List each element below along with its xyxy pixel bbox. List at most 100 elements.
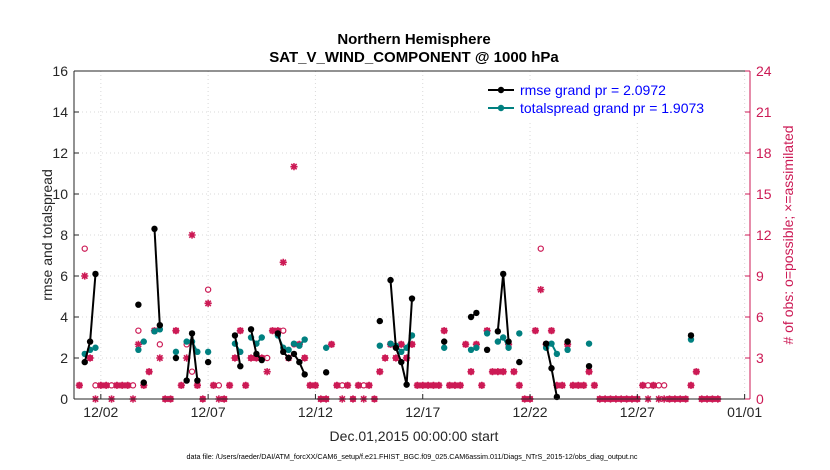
rmse-point bbox=[376, 317, 384, 325]
rmse-point bbox=[172, 354, 180, 362]
obs-possible-marker bbox=[81, 245, 88, 252]
obs-assimilated-marker bbox=[451, 381, 459, 389]
obs-assimilated-marker bbox=[279, 258, 287, 266]
obs-assimilated-marker bbox=[183, 354, 191, 362]
obs-assimilated-marker bbox=[102, 381, 110, 389]
rmse-point bbox=[408, 295, 416, 302]
x-tick-label: 12/22 bbox=[513, 404, 548, 420]
rmse-point bbox=[156, 322, 164, 329]
obs-assimilated-marker bbox=[311, 381, 320, 389]
rmse-point bbox=[140, 379, 147, 386]
obs-possible-marker bbox=[660, 382, 668, 389]
y-tick-label-left: 0 bbox=[60, 391, 68, 407]
y-tick-label-left: 10 bbox=[52, 186, 68, 202]
obs-assimilated-marker bbox=[97, 381, 105, 389]
totalspread-point bbox=[290, 340, 298, 347]
rmse-point bbox=[81, 358, 88, 366]
totalspread-point bbox=[296, 342, 303, 349]
y-tick-label-right: 15 bbox=[756, 186, 772, 202]
rmse-point bbox=[473, 309, 480, 317]
x-tick-label: 12/07 bbox=[191, 404, 226, 420]
totalspread-point bbox=[398, 348, 405, 356]
rmse-point bbox=[687, 332, 695, 339]
totalspread-point bbox=[151, 328, 158, 335]
obs-assimilated-marker bbox=[231, 354, 239, 362]
obs-assimilated-marker bbox=[456, 381, 464, 389]
y-tick-label-left: 2 bbox=[60, 350, 68, 366]
y-tick-label-left: 12 bbox=[52, 145, 68, 161]
obs-assimilated-marker bbox=[424, 381, 432, 389]
rmse-point bbox=[440, 338, 448, 345]
rmse-point bbox=[253, 350, 260, 358]
obs-assimilated-marker bbox=[462, 340, 470, 348]
obs-possible-marker bbox=[188, 368, 196, 375]
obs-assimilated-marker bbox=[397, 340, 405, 348]
y-tick-label-right: 21 bbox=[756, 104, 772, 120]
totalspread-point bbox=[258, 334, 265, 341]
obs-assimilated-marker bbox=[580, 381, 588, 389]
obs-assimilated-marker bbox=[354, 381, 362, 389]
obs-assimilated-marker bbox=[376, 368, 384, 376]
totalspread-point bbox=[440, 344, 448, 351]
obs-assimilated-marker bbox=[510, 368, 518, 376]
obs-assimilated-marker bbox=[81, 272, 89, 280]
obs-possible-marker bbox=[135, 327, 142, 334]
rmse-point bbox=[247, 326, 255, 333]
obs-assimilated-marker bbox=[118, 381, 126, 389]
totalspread-point bbox=[387, 340, 394, 347]
y-axis-left-label: rmse and totalspread bbox=[39, 169, 55, 301]
obs-assimilated-marker bbox=[327, 340, 336, 348]
x-tick-label: 01/01 bbox=[727, 404, 762, 420]
totalspread-point bbox=[194, 348, 201, 356]
obs-assimilated-marker bbox=[413, 381, 421, 389]
totalspread-point bbox=[172, 348, 180, 356]
obs-assimilated-marker bbox=[392, 354, 400, 362]
y-tick-label-right: 9 bbox=[756, 268, 764, 284]
y-tick-label-right: 24 bbox=[756, 63, 772, 79]
obs-assimilated-marker bbox=[531, 327, 539, 335]
totalspread-point bbox=[483, 330, 491, 337]
obs-assimilated-marker bbox=[172, 327, 180, 335]
obs-assimilated-marker bbox=[494, 368, 502, 376]
obs-assimilated-marker bbox=[365, 381, 373, 389]
rmse-point bbox=[542, 340, 550, 347]
obs-assimilated-marker bbox=[639, 381, 647, 389]
obs-possible-marker bbox=[156, 341, 164, 348]
obs-assimilated-marker bbox=[252, 354, 261, 362]
rmse-point bbox=[183, 377, 190, 384]
rmse-point bbox=[398, 358, 405, 366]
obs-assimilated-marker bbox=[247, 354, 255, 362]
legend: rmse grand pr = 2.0972 totalspread grand… bbox=[482, 80, 744, 120]
obs-assimilated-marker bbox=[467, 368, 475, 376]
rmse-point bbox=[403, 381, 410, 388]
totalspread-point bbox=[376, 342, 384, 349]
totalspread-point bbox=[516, 330, 523, 337]
x-tick-label: 12/17 bbox=[405, 404, 440, 420]
obs-assimilated-marker bbox=[86, 354, 94, 362]
totalspread-point bbox=[285, 346, 292, 353]
obs-assimilated-marker bbox=[515, 381, 523, 389]
rmse-point bbox=[204, 358, 212, 366]
totalspread-point bbox=[301, 336, 308, 343]
obs-assimilated-marker bbox=[156, 354, 164, 362]
y-tick-label-right: 18 bbox=[756, 145, 772, 161]
obs-assimilated-marker bbox=[204, 299, 212, 307]
obs-assimilated-marker bbox=[113, 381, 121, 389]
obs-assimilated-marker bbox=[263, 368, 271, 376]
rmse-point bbox=[500, 270, 507, 278]
rmse-point bbox=[280, 348, 287, 356]
totalspread-point bbox=[322, 344, 330, 351]
totalspread-point bbox=[135, 346, 142, 353]
obs-assimilated-marker bbox=[692, 368, 700, 376]
y-tick-label-right: 12 bbox=[756, 227, 772, 243]
obs-assimilated-marker bbox=[569, 381, 577, 389]
obs-assimilated-marker bbox=[558, 381, 566, 389]
y-tick-label-right: 0 bbox=[756, 391, 764, 407]
obs-assimilated-marker bbox=[193, 381, 201, 389]
obs-assimilated-marker bbox=[435, 381, 443, 389]
rmse-point bbox=[237, 363, 244, 370]
obs-assimilated-marker bbox=[188, 231, 196, 239]
totalspread-point bbox=[473, 344, 480, 351]
legend-rmse-label: rmse grand pr = 2.0972 bbox=[520, 82, 666, 98]
totalspread-point bbox=[467, 346, 475, 353]
